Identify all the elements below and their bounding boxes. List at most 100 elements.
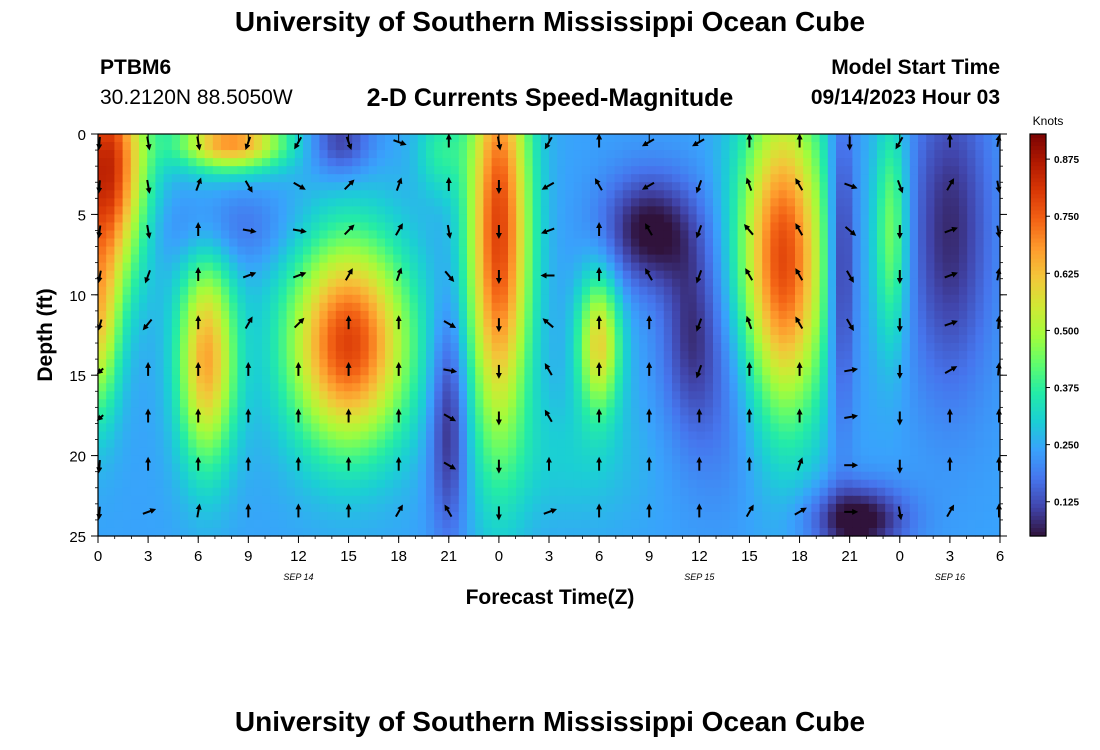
heatmap-cell [901,270,911,280]
heatmap-cell [581,166,591,175]
heatmap-cell [606,487,616,497]
heatmap-cell [491,166,501,175]
heatmap-cell [508,423,517,433]
heatmap-cell [130,487,140,497]
heatmap-cell [803,447,812,457]
heatmap-cell [655,158,665,167]
heatmap-cell [458,254,468,264]
heatmap-cell [237,262,247,272]
heatmap-cell [204,270,214,280]
heatmap-cell [713,415,722,425]
heatmap-cell [737,270,747,280]
heatmap-cell [335,399,345,408]
heatmap-cell [819,286,829,296]
heatmap-cell [606,278,616,288]
heatmap-cell [171,423,181,433]
heatmap-cell [877,182,886,191]
heatmap-cell [926,246,935,256]
heatmap-cell [303,375,312,384]
heatmap-cell [754,134,763,143]
heatmap-cell [139,214,148,224]
heatmap-cell [98,150,107,159]
heatmap-cell [352,262,361,272]
heatmap-cell [590,198,599,207]
heatmap-cell [647,431,657,441]
heatmap-cell [376,471,386,481]
heatmap-cell [565,447,575,457]
heatmap-cell [278,214,288,224]
heatmap-cell [139,447,148,457]
heatmap-cell [204,142,214,151]
heatmap-cell [639,222,648,232]
heatmap-cell [918,431,927,441]
heatmap-cell [376,270,386,280]
heatmap-cell [672,359,681,368]
heatmap-cell [385,391,394,400]
heatmap-cell [893,431,903,441]
heatmap-cell [204,182,214,191]
heatmap-cell [508,294,517,304]
heatmap-cell [860,286,870,296]
heatmap-cell [483,254,493,264]
heatmap-cell [253,302,263,312]
heatmap-cell [909,431,919,441]
heatmap-cell [631,302,640,312]
heatmap-cell [704,487,714,497]
heatmap-cell [598,383,607,392]
heatmap-cell [434,262,443,272]
heatmap-cell [770,463,780,473]
heatmap-cell [491,383,501,392]
heatmap-cell [868,487,878,497]
heatmap-cell [680,399,689,408]
heatmap-cell [319,383,329,392]
heatmap-cell [778,270,788,280]
heatmap-cell [877,190,886,199]
heatmap-cell [803,479,812,489]
heatmap-cell [286,375,296,384]
heatmap-cell [212,479,222,489]
heatmap-cell [926,158,935,167]
heatmap-cell [598,431,607,441]
heatmap-cell [303,254,312,264]
heatmap-cell [819,463,829,473]
heatmap-cell [188,198,197,207]
heatmap-cell [655,335,665,344]
heatmap-cell [106,270,115,280]
heatmap-cell [631,230,640,240]
heatmap-cell [688,447,698,457]
heatmap-cell [212,455,222,465]
heatmap-cell [606,150,616,159]
heatmap-cell [778,254,788,264]
heatmap-cell [360,335,370,344]
heatmap-cell [967,383,976,392]
heatmap-cell [106,246,115,256]
heatmap-cell [368,254,378,264]
heatmap-cell [163,286,173,296]
heatmap-cell [278,415,288,425]
heatmap-cell [926,182,935,191]
heatmap-cell [770,294,780,304]
heatmap-cell [180,142,189,151]
heatmap-cell [803,166,812,175]
heatmap-cell [860,246,870,256]
heatmap-cell [426,190,435,199]
heatmap-cell [770,335,780,344]
heatmap-cell [221,294,230,304]
heatmap-cell [294,439,304,449]
heatmap-cell [155,431,165,441]
heatmap-cell [393,230,402,240]
heatmap-cell [376,190,386,199]
heatmap-cell [918,150,927,159]
heatmap-cell [171,487,181,497]
heatmap-cell [909,270,919,280]
heatmap-cell [139,182,148,191]
heatmap-cell [368,326,378,336]
heatmap-cell [762,270,771,280]
heatmap-cell [573,423,583,433]
heatmap-cell [696,182,706,191]
heatmap-cell [934,479,944,489]
heatmap-cell [967,190,976,199]
heatmap-cell [106,254,115,264]
heatmap-cell [754,190,763,199]
heatmap-cell [729,359,739,368]
